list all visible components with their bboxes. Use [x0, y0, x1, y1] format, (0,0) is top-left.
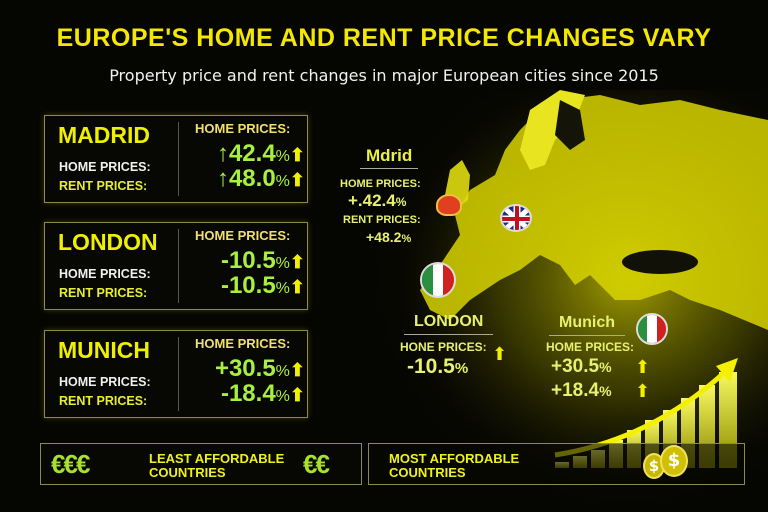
- divider: [178, 337, 179, 411]
- euro-icon: €€€: [51, 449, 90, 479]
- rent-price-value: -10.5%⬆: [220, 272, 305, 299]
- map-label-munich-home-value: +30.5%: [551, 356, 612, 377]
- home-price-value: -10.5%⬆: [220, 247, 305, 274]
- most-affordable-label: MOST AFFORDABLE COUNTRIES: [389, 451, 520, 480]
- map-label-munich-rent-value: +18.4%: [551, 380, 612, 401]
- euro-icon: €€: [303, 449, 330, 479]
- italy-flag-icon: [636, 313, 668, 345]
- home-prices-label: HOME PRICES:: [59, 375, 151, 389]
- panel-munich: MUNICH HOME PRICES: RENT PRICES: HOME PR…: [44, 330, 308, 418]
- up-arrow-icon: ⬆: [492, 344, 508, 365]
- black-sea: [622, 250, 698, 274]
- map-label-madrid-city: Mdrid: [360, 146, 419, 169]
- least-affordable-label: LEAST AFFORDABLE COUNTRIES: [149, 451, 285, 480]
- rent-prices-label: RENT PRICES:: [59, 179, 148, 193]
- up-arrow-icon: ⬆: [289, 277, 305, 297]
- map-label-madrid-rent-value: +48.2%: [366, 229, 412, 245]
- home-prices-header: HOME PRICES:: [195, 121, 291, 136]
- divider: [178, 122, 179, 196]
- panel-london: LONDON HOME PRICES: RENT PRICES: HOME PR…: [44, 222, 308, 310]
- page-title: EUROPE'S HOME AND RENT PRICE CHANGES VAR…: [56, 24, 712, 52]
- map-label-madrid-home-label: HOME PRICES:: [340, 178, 421, 190]
- map-label-munich-city: Munich: [549, 314, 625, 336]
- home-prices-label: HOME PRICES:: [59, 267, 151, 281]
- map-label-london-home-label: HONE PRICES:: [400, 340, 487, 354]
- up-arrow-icon: ⬆: [635, 357, 651, 378]
- up-arrow-icon: ⬆: [289, 252, 305, 272]
- panel-madrid: MADRID HOME PRICES: RENT PRICES: HOME PR…: [44, 115, 308, 203]
- map-label-madrid-home-value: +.42.4%: [348, 191, 407, 210]
- rent-prices-label: RENT PRICES:: [59, 394, 148, 408]
- up-arrow-icon: ⬆: [635, 381, 651, 402]
- city-name: MADRID: [58, 122, 150, 148]
- up-arrow-icon: ⬆: [289, 170, 305, 190]
- home-prices-header: HOME PRICES:: [195, 336, 291, 351]
- page-subtitle: Property price and rent changes in major…: [109, 66, 659, 85]
- up-arrow-icon: ⬆: [289, 360, 305, 380]
- map-label-munich-home-label: HOME PRICES:: [546, 340, 635, 354]
- heart-flag-icon: [436, 194, 462, 216]
- italy-flag-icon: [420, 262, 456, 298]
- least-affordable-box: €€€ LEAST AFFORDABLE COUNTRIES €€: [40, 443, 362, 485]
- home-price-value: +30.5%⬆: [214, 355, 305, 382]
- rent-price-value: ↑48.0%⬆: [216, 165, 305, 192]
- home-prices-header: HOME PRICES:: [195, 228, 291, 243]
- baltic-sea: [555, 100, 585, 150]
- city-name: LONDON: [58, 229, 158, 255]
- home-prices-label: HOME PRICES:: [59, 160, 151, 174]
- map-label-london-home-value: -10.5%: [407, 355, 469, 378]
- up-arrow-icon: ⬆: [289, 385, 305, 405]
- city-name: MUNICH: [58, 337, 150, 363]
- rent-price-value: -18.4%⬆: [220, 380, 305, 407]
- most-affordable-box: MOST AFFORDABLE COUNTRIES: [368, 443, 745, 485]
- home-price-value: ↑42.4%⬆: [216, 140, 305, 167]
- divider: [178, 229, 179, 303]
- coin-icon: $: [660, 445, 688, 477]
- map-label-madrid-rent-label: RENT PRICES:: [343, 214, 421, 226]
- up-arrow-icon: ⬆: [289, 145, 305, 165]
- uk-flag-icon: [500, 204, 532, 232]
- rent-prices-label: RENT PRICES:: [59, 286, 148, 300]
- map-label-london-city: LONDON: [404, 313, 494, 335]
